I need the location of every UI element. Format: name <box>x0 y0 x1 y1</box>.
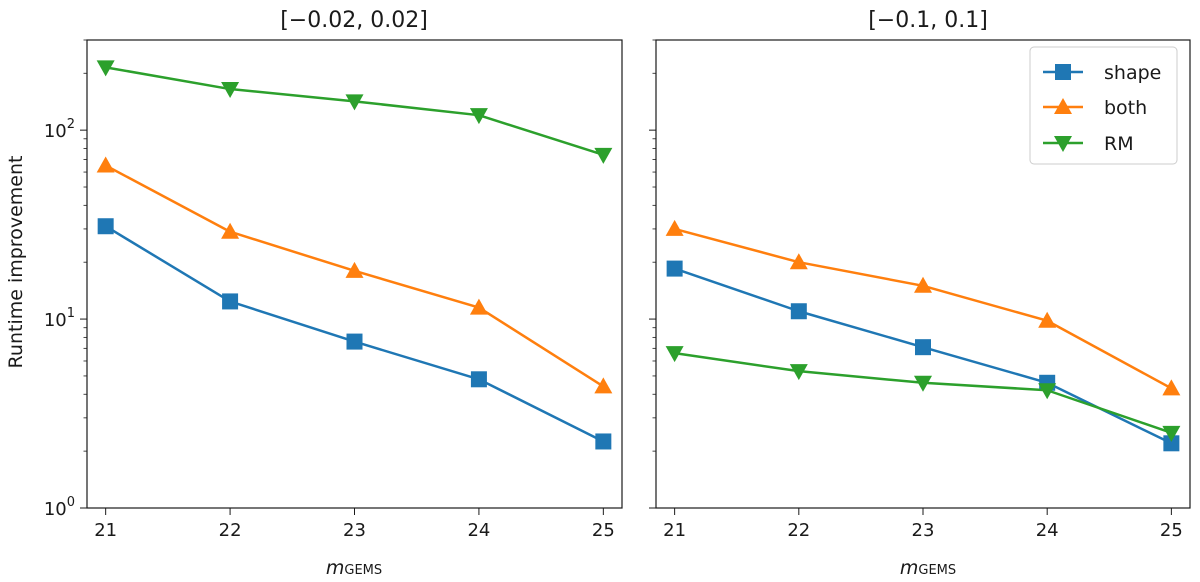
data-point-both <box>1162 379 1181 396</box>
data-point-shape <box>97 218 114 235</box>
legend-entry-RM: RM <box>1043 133 1134 155</box>
data-point-shape <box>1163 435 1180 452</box>
data-point-RM <box>1162 425 1181 442</box>
data-point-shape <box>666 260 683 277</box>
y-tick-label: 102 <box>44 117 75 142</box>
legend-symbol-both <box>1054 98 1072 114</box>
data-point-both <box>345 261 364 278</box>
legend-label-RM: RM <box>1104 133 1134 155</box>
y-axis-label: Runtime improvement <box>5 156 27 369</box>
x-tick-label: 24 <box>467 520 490 541</box>
legend-symbol-RM <box>1054 136 1072 152</box>
chart-panel-left: [−0.02, 0.02] mGEMS 100 101 102 21 22 23 24 25 <box>44 8 623 579</box>
x-tick-label: 25 <box>592 520 615 541</box>
data-point-RM <box>221 82 240 99</box>
x-tick-label: 25 <box>1160 520 1183 541</box>
legend-marker-both <box>1054 98 1072 114</box>
x-axis-label-right: mGEMS <box>900 557 956 579</box>
x-tick-label: 21 <box>94 520 117 541</box>
data-point-both <box>96 156 115 173</box>
data-point-shape <box>915 339 931 356</box>
data-point-RM <box>1038 383 1057 400</box>
data-point-RM <box>96 60 115 77</box>
data-point-both <box>665 219 684 236</box>
x-tick-label: 23 <box>912 520 935 541</box>
x-axis-label-main: m <box>326 557 345 579</box>
data-point-both <box>914 276 932 293</box>
data-point-RM <box>469 108 488 125</box>
legend-entry-shape: shape <box>1043 62 1161 84</box>
data-point-shape <box>470 371 487 388</box>
legend: shape both RM <box>1029 46 1178 165</box>
data-point-both <box>594 377 613 394</box>
x-axis-label-sub: GEMS <box>918 563 956 578</box>
chart-title-right: [−0.1, 0.1] <box>868 8 988 33</box>
data-point-shape <box>222 293 239 310</box>
data-point-both <box>469 298 488 315</box>
chart-title-left: [−0.02, 0.02] <box>280 8 428 33</box>
legend-label-shape: shape <box>1104 62 1161 84</box>
legend-label-both: both <box>1104 97 1147 119</box>
x-axis-label-sub: GEMS <box>344 563 382 578</box>
legend-marker-RM <box>1054 136 1072 152</box>
series-line-RM <box>105 66 604 157</box>
data-point-RM <box>789 364 808 381</box>
data-point-RM <box>594 147 613 164</box>
data-point-shape <box>790 303 807 320</box>
data-point-both <box>221 222 240 239</box>
data-point-both <box>1038 311 1057 328</box>
axes-frame-left <box>86 39 623 509</box>
y-tick-label: 101 <box>44 306 75 331</box>
y-tick-label: 100 <box>44 495 75 520</box>
x-tick-label: 22 <box>219 520 242 541</box>
legend-symbol-shape <box>1055 64 1071 80</box>
data-point-RM <box>914 375 932 392</box>
data-point-RM <box>345 94 364 111</box>
x-tick-label: 22 <box>787 520 810 541</box>
x-tick-label: 21 <box>663 520 686 541</box>
x-tick-label: 23 <box>343 520 366 541</box>
chart-panel-right: [−0.1, 0.1] mGEMS 21 22 23 24 25 <box>649 8 1191 579</box>
x-axis-label-left: mGEMS <box>326 557 382 579</box>
data-point-shape <box>346 333 363 350</box>
x-tick-label: 24 <box>1036 520 1059 541</box>
data-point-both <box>789 253 808 270</box>
legend-entry-both: both <box>1043 97 1147 119</box>
legend-marker-shape <box>1055 64 1071 80</box>
series-line-RM <box>674 351 1172 435</box>
series-line-shape <box>674 267 1172 445</box>
x-axis-label-main: m <box>900 557 919 579</box>
data-point-RM <box>665 346 684 363</box>
data-point-shape <box>595 433 612 450</box>
axes-frame-right <box>655 39 1191 509</box>
